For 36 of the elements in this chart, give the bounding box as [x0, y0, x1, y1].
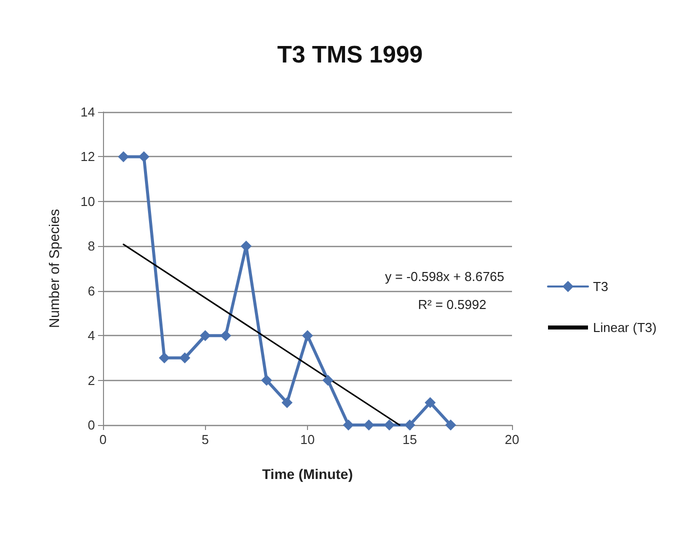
- point: [220, 330, 232, 342]
- point: [118, 151, 129, 162]
- y-tick-label: 8: [88, 238, 95, 254]
- y-tick-label: 2: [88, 372, 95, 388]
- x-tick-label: 0: [99, 432, 107, 447]
- y-tick-label: 10: [80, 194, 95, 209]
- y-tick-label: 14: [80, 104, 95, 120]
- point: [445, 420, 456, 430]
- legend-label: Linear (T3): [593, 320, 657, 335]
- annotation: y = -0.598x + 8.6765: [385, 269, 504, 284]
- point: [302, 330, 313, 342]
- chart-title: T3 TMS 1999: [277, 42, 423, 68]
- legend-label: T3: [593, 279, 608, 294]
- y-axis-title: Number of Species: [46, 208, 62, 328]
- annotation: R² = 0.5992: [418, 297, 486, 312]
- y-tick-label: 4: [88, 328, 95, 344]
- point: [179, 352, 190, 364]
- point: [200, 330, 211, 342]
- point: [158, 352, 170, 364]
- point: [384, 420, 395, 430]
- point: [322, 374, 334, 386]
- x-tick-label: 20: [504, 432, 520, 447]
- point: [261, 374, 272, 386]
- y-tick-label: 0: [88, 418, 95, 432]
- x-tick-label: 5: [202, 432, 209, 447]
- point: [424, 397, 436, 408]
- x-axis-title: Time (Minute): [262, 466, 353, 482]
- point: [342, 420, 354, 430]
- point: [138, 151, 150, 162]
- y-tick-label: 12: [80, 149, 95, 164]
- point: [404, 420, 416, 430]
- x-tick-label: 10: [300, 432, 315, 447]
- point: [282, 397, 293, 408]
- y-tick-label: 6: [88, 283, 95, 298]
- x-tick-label: 15: [402, 432, 417, 447]
- point: [363, 420, 374, 430]
